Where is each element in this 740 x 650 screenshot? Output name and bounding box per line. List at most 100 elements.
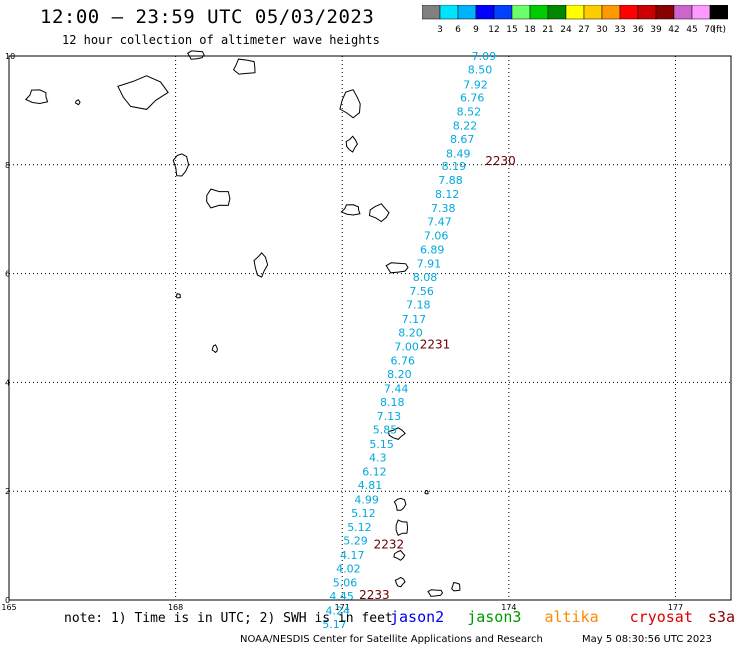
island-outline [253,252,269,278]
time-mark-label: 2233 [359,588,390,602]
wave-height-label: 7.13 [377,410,402,423]
satellite-jason2: jason2 [390,608,445,626]
lon-tick-label: 174 [501,603,516,612]
island-outline [175,293,181,299]
scale-label: 6 [455,25,461,35]
island-outline [385,262,409,274]
wave-height-label: 7.00 [394,340,419,353]
island-outline [394,576,406,588]
island-outline [451,582,461,592]
wave-height-label: 7.17 [402,313,427,326]
wave-height-label: 4.24 [326,604,351,617]
wave-height-label: 4.3 [369,451,387,464]
map-frame [8,55,732,601]
scale-label: 70 [704,25,716,35]
wave-height-label: 6.12 [362,466,387,479]
scale-swatch [709,5,728,20]
island-outline [206,188,231,209]
scale-label: 39 [650,25,662,35]
scale-label: 36 [632,25,644,35]
island-outline [211,344,218,354]
wave-height-label: 5.15 [369,438,394,451]
wave-height-label: 5.17 [322,618,347,631]
wave-height-label: 8.20 [398,326,423,339]
island-outline [387,427,406,440]
generated-timestamp: May 5 08:30:56 UTC 2023 [582,634,712,645]
wave-height-label: 7.09 [472,50,497,63]
wave-height-label: 8.12 [435,188,460,201]
lat-tick-label: 2 [5,487,10,496]
island-outline [368,203,390,223]
island-outline [393,549,406,561]
lon-tick-label: 168 [168,603,183,612]
wave-height-label: 5.12 [351,507,376,520]
wave-height-label: 8.49 [446,147,471,160]
satellite-s3a: s3a [707,608,735,626]
wave-height-label: 7.38 [431,202,456,215]
scale-unit: (ft) [712,25,726,35]
lat-tick-label: 0 [5,596,10,605]
scale-label: 42 [668,25,679,35]
wave-height-label: 4.99 [354,493,379,506]
island-outline [339,89,361,119]
wave-height-label: 6.76 [460,91,485,104]
wave-height-label: 8.19 [442,160,467,173]
lat-tick-label: 6 [5,270,10,279]
lat-tick-label: 4 [5,378,10,387]
island-outline [172,153,190,177]
scale-label: 30 [596,25,608,35]
satellite-altika: altika [544,608,599,626]
wave-height-label: 8.52 [457,105,482,118]
time-mark-label: 2231 [420,337,451,351]
wave-height-label: 5.12 [347,521,372,534]
wave-height-label: 4.17 [340,549,365,562]
lon-tick-label: 177 [668,603,683,612]
wave-height-label: 5.06 [333,577,358,590]
wave-height-color-scale: 3 6 9 12 15 18 21 24 27 30 33 36 39 42 45 70(ft) [422,5,728,35]
wave-height-label: 4.81 [358,479,383,492]
satellite-legend: jason2 jason3 altika cryosat s3a [390,608,740,626]
island-outline [187,50,205,60]
credit-line: NOAA/NESDIS Center for Satellite Applica… [240,634,543,645]
satellite-cryosat: cryosat [629,608,693,626]
wave-height-label: 6.76 [391,355,416,368]
scale-label: 45 [686,25,697,35]
scale-label: 27 [578,25,589,35]
wave-height-label: 8.18 [380,396,405,409]
scale-label: 21 [542,25,553,35]
wave-height-label: 8.67 [450,133,475,146]
scale-label: 18 [524,25,536,35]
wave-height-label: 4.02 [336,562,361,575]
wave-height-label: 7.44 [384,382,409,395]
scale-label: 3 [437,25,443,35]
wave-height-label: 7.91 [417,257,442,270]
lon-tick-label: 171 [335,603,350,612]
lat-tick-label: 10 [5,52,15,61]
time-mark-label: 2230 [485,154,516,168]
page-title: 12:00 – 23:59 UTC 05/03/2023 [40,6,375,28]
wave-height-label: 7.18 [406,299,431,312]
wave-height-label: 7.92 [463,78,488,91]
island-outline [340,204,361,216]
island-outline [345,135,358,153]
island-outline [232,58,256,75]
island-outline [117,75,169,110]
wave-height-label: 8.22 [453,120,478,133]
island-outline [393,497,407,511]
scale-label: 24 [560,25,572,35]
island-outline [24,89,49,105]
wave-height-label: 7.06 [424,230,449,243]
wave-height-label: 6.89 [420,244,445,257]
wave-height-label: 7.56 [409,285,434,298]
wave-height-label: 7.88 [438,174,463,187]
lon-tick-label: 165 [1,603,16,612]
wave-height-label: 8.20 [387,368,412,381]
units-note: note: 1) Time is in UTC; 2) SWH is in fe… [64,611,393,626]
wave-height-label: 7.47 [427,215,452,228]
time-mark-label: 2232 [374,538,405,552]
island-outline [427,589,444,597]
wave-height-label: 5.29 [343,535,368,548]
scale-label: 9 [473,25,479,35]
wave-height-label: 4.45 [329,590,354,603]
wave-height-label: 8.08 [413,271,438,284]
